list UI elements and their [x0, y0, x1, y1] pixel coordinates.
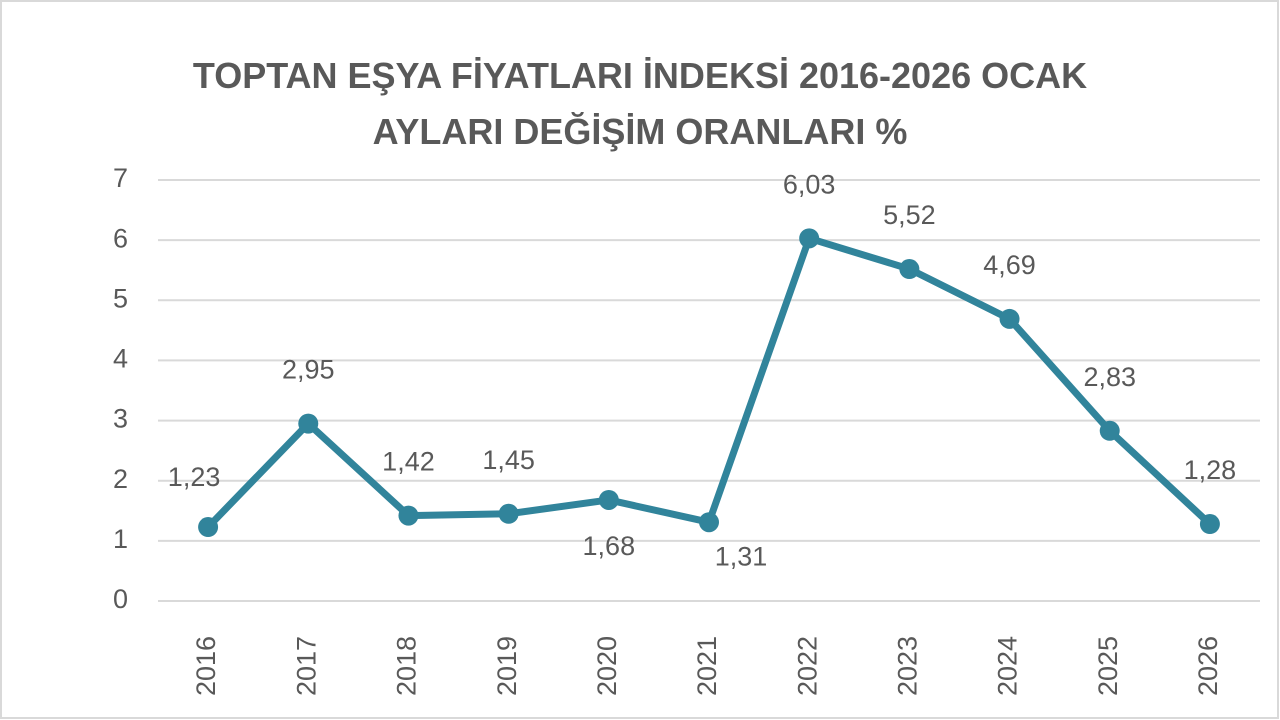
y-tick-label: 6	[113, 223, 128, 253]
data-label: 1,45	[482, 445, 535, 475]
data-label: 4,69	[983, 250, 1036, 280]
x-tick-label: 2022	[792, 636, 822, 696]
data-label: 1,23	[168, 462, 221, 492]
point	[1099, 420, 1120, 441]
point	[1199, 514, 1220, 535]
x-tick-label: 2016	[191, 636, 221, 696]
data-label: 1,28	[1184, 455, 1237, 485]
x-tick-label: 2024	[993, 636, 1023, 696]
x-tick-label: 2023	[892, 636, 922, 696]
data-label: 2,83	[1083, 362, 1136, 392]
x-tick-label: 2019	[492, 636, 522, 696]
point	[799, 228, 820, 249]
y-tick-label: 2	[113, 464, 128, 494]
data-label: 1,31	[715, 541, 768, 571]
data-label: 6,03	[783, 169, 836, 199]
data-label: 1,68	[583, 531, 636, 561]
y-tick-label: 7	[113, 163, 128, 193]
point	[999, 308, 1020, 329]
point	[699, 512, 719, 533]
point	[498, 503, 519, 524]
data-label: 1,42	[382, 447, 435, 477]
y-tick-label: 0	[113, 584, 128, 614]
data-label: 5,52	[883, 200, 936, 230]
point	[198, 517, 219, 538]
y-tick-label: 5	[113, 283, 128, 313]
y-tick-label: 4	[113, 344, 128, 374]
line	[205, 234, 1213, 530]
y-tick-label: 1	[113, 524, 128, 554]
y-tick-label: 3	[113, 404, 128, 434]
x-tick-label: 2025	[1093, 636, 1123, 696]
point	[598, 489, 619, 510]
x-tick-label: 2026	[1193, 636, 1223, 696]
x-tick-label: 2017	[291, 636, 321, 696]
point	[899, 259, 920, 280]
x-tick-label: 2018	[392, 636, 422, 696]
x-tick-label: 2021	[692, 636, 722, 696]
chart-title: TOPTAN EŞYA FİYATLARI İNDEKSİ 2016-2026 …	[192, 55, 1088, 152]
point	[298, 413, 319, 434]
data-label: 2,95	[282, 355, 335, 385]
point	[398, 505, 419, 526]
x-tick-label: 2020	[592, 636, 622, 696]
